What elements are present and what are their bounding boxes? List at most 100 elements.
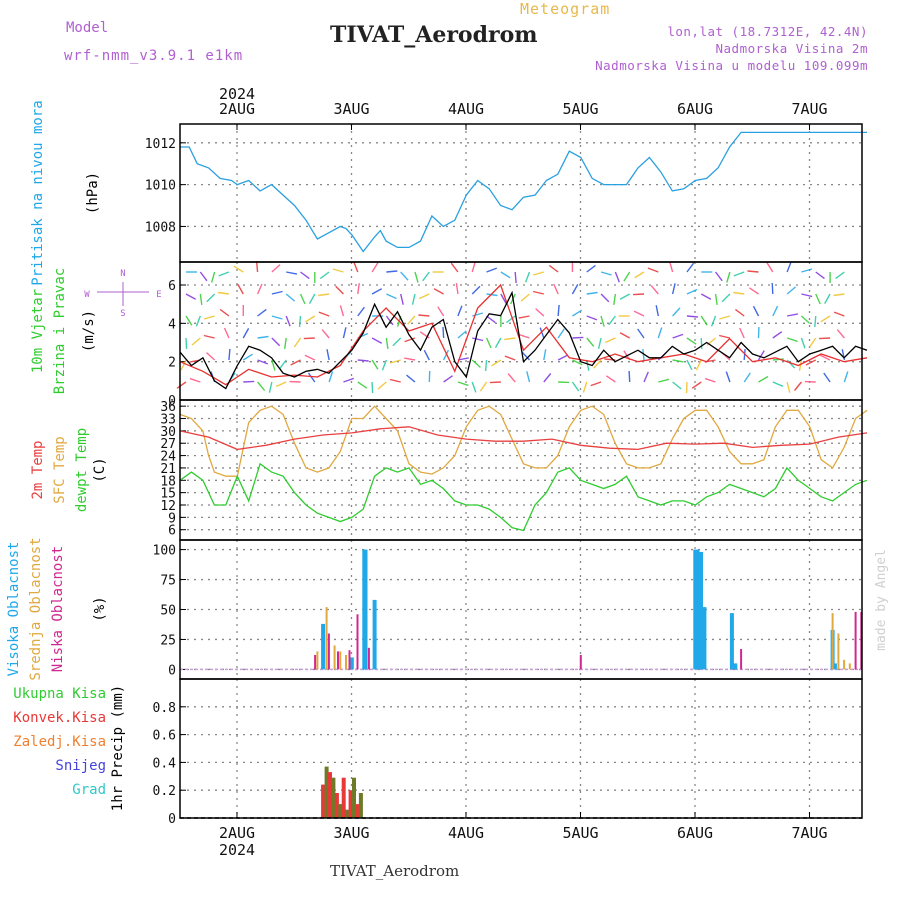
y-tick-label: 21 xyxy=(160,462,176,477)
wind-arrow xyxy=(500,271,511,279)
precip-bar xyxy=(348,790,353,818)
precip-ylabel: 1hr Precip (mm) xyxy=(110,685,126,811)
wind-arrow xyxy=(332,268,344,273)
wind-arrow xyxy=(300,271,310,280)
y-tick-label: 0.6 xyxy=(153,729,176,744)
cloud-bar xyxy=(699,552,703,670)
wind-arrow xyxy=(597,337,602,349)
precip-bar xyxy=(334,793,339,818)
precip-bar xyxy=(355,804,360,818)
y-tick-label: 75 xyxy=(160,574,176,589)
pressure-ylabel: Pritisak na nivou mora xyxy=(30,100,46,285)
wind-arrow xyxy=(809,337,817,348)
wind-arrow xyxy=(533,271,545,276)
wind-arrow xyxy=(203,315,215,320)
wind-arrow xyxy=(318,311,330,317)
wind-arrow xyxy=(833,293,845,297)
wind-arrow xyxy=(353,261,359,273)
wind-arrow xyxy=(786,359,796,369)
wind-arrow xyxy=(793,381,802,391)
cloud-bar xyxy=(325,607,328,670)
wind-arrow xyxy=(305,315,316,323)
wind-arrow xyxy=(628,370,631,383)
wind-arrow xyxy=(479,381,488,392)
top-day-label: 6AUG xyxy=(677,100,713,118)
wind-arrow xyxy=(819,337,831,340)
wind-arrow xyxy=(600,271,612,276)
station-title: TIVAT_Aerodrom xyxy=(330,22,538,48)
sfc-temp-ylabel: SFC Temp xyxy=(52,436,68,503)
precip-bar xyxy=(352,777,356,818)
y-tick-label: 25 xyxy=(160,633,176,648)
wind-arrow xyxy=(504,355,516,361)
bottom-day-label: 7AUG xyxy=(791,824,827,842)
wind-arrow xyxy=(223,327,230,339)
wind-arrow xyxy=(257,308,267,317)
wind-arrow xyxy=(442,326,445,339)
precip-bar xyxy=(341,777,346,818)
wind-arrow xyxy=(219,308,230,317)
lonlat-text: lon,lat (18.7312E, 42.4N) xyxy=(667,24,868,39)
wind-arrow xyxy=(256,283,263,295)
wind-arrow xyxy=(757,350,765,361)
wind-arrow xyxy=(623,271,631,282)
cloud-bar xyxy=(831,613,834,670)
precip-bar xyxy=(321,784,326,818)
wind-arrow xyxy=(507,373,516,383)
wind-arrow xyxy=(553,283,559,295)
wind-arrow xyxy=(600,315,605,327)
y-tick-label: 1012 xyxy=(145,137,176,152)
wind-arrow xyxy=(800,337,806,349)
wind-speed-line xyxy=(179,290,868,390)
wind-arrow xyxy=(758,375,769,383)
cloud-bar xyxy=(339,651,342,670)
watermark: made by Angel xyxy=(874,549,889,651)
y-tick-label: 27 xyxy=(160,437,176,452)
precip-legend-item: Zaledj.Kisa xyxy=(13,734,106,750)
cloud-bar xyxy=(372,599,377,670)
wind-arrow xyxy=(491,359,502,367)
wind-arrow xyxy=(619,332,631,339)
wind-arrow xyxy=(582,381,588,393)
wind-arrow xyxy=(526,371,531,383)
cloud-bar xyxy=(349,657,354,670)
bottom-day-label: 5AUG xyxy=(562,824,598,842)
temp-ylabel: 2m Temp xyxy=(30,440,46,499)
wind-arrow xyxy=(739,327,745,339)
wind-arrow xyxy=(691,381,702,389)
wind-arrow xyxy=(203,334,215,339)
wind-arrow xyxy=(786,313,799,317)
wind-arrow xyxy=(719,315,731,320)
wind-arrow xyxy=(257,335,269,339)
wind-arrow xyxy=(593,359,602,369)
wind-arrow xyxy=(700,337,703,350)
wind-arrow xyxy=(284,337,287,349)
wind-arrow xyxy=(672,307,681,317)
wind-arrow xyxy=(242,328,250,339)
wind-arrow xyxy=(686,262,695,273)
wind-arrow xyxy=(700,293,712,300)
wind-arrow xyxy=(500,293,507,304)
wind-arrow xyxy=(521,351,531,361)
wind-arrow xyxy=(195,315,201,327)
cloud-bar xyxy=(327,633,330,670)
wind-arrow xyxy=(805,359,817,366)
wind-arrow xyxy=(637,328,645,339)
wind-arrow xyxy=(386,293,397,300)
wind-arrow xyxy=(485,337,492,349)
y-tick-label: 4 xyxy=(168,317,176,332)
wind-arrow xyxy=(371,381,374,394)
wind-arrow xyxy=(457,357,469,361)
wind-arrow xyxy=(586,264,596,273)
wind-arrow xyxy=(293,337,302,348)
wind-arrow xyxy=(786,381,791,393)
wind-arrow xyxy=(437,306,445,317)
wind-arrow xyxy=(733,291,745,295)
cloud-unit: (%) xyxy=(92,596,108,621)
cloud-bar xyxy=(733,663,738,670)
wind-arrow xyxy=(823,372,831,383)
wind-arrow xyxy=(242,353,253,361)
precip-bar xyxy=(331,777,336,818)
precip-legend-item: Snijeg xyxy=(55,758,106,774)
